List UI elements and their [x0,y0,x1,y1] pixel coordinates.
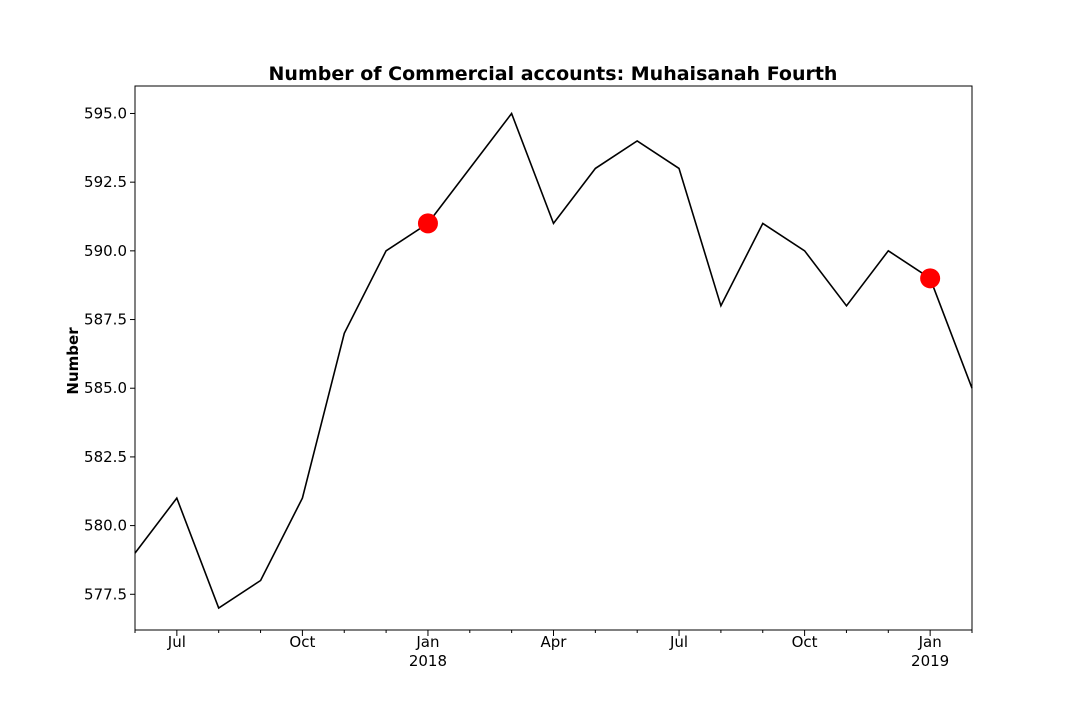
y-tick-label: 577.5 [84,585,127,603]
x-tick-label: Jul [669,633,688,651]
x-tick-label: Oct [289,633,315,651]
x-tick-label: Jan [415,633,439,651]
y-tick-label: 595.0 [84,104,127,122]
x-tick-year-label: 2019 [911,652,949,670]
highlight-markers [417,213,941,289]
y-tick-label: 590.0 [84,242,127,260]
x-tick-label: Jul [167,633,186,651]
y-tick-label: 580.0 [84,517,127,535]
y-tick-label: 587.5 [84,311,127,329]
y-tick-label: 592.5 [84,173,127,191]
y-tick-label: 582.5 [84,448,127,466]
x-tick-label: Jan [918,633,942,651]
series-line [134,111,973,610]
plot-area-frame [134,85,973,631]
x-tick-label: Oct [792,633,818,651]
chart-title: Number of Commercial accounts: Muhaisana… [269,63,838,85]
y-axis-label: Number [64,327,82,395]
y-tick-label: 585.0 [84,379,127,397]
y-axis: 577.5 580.0 582.5 585.0 587.5 590.0 592.5 595.0 [84,104,135,603]
highlight-point [920,268,941,289]
x-tick-label: Apr [541,633,568,651]
series-layer [134,111,973,610]
x-tick-year-label: 2018 [409,652,447,670]
highlight-point [417,213,438,234]
